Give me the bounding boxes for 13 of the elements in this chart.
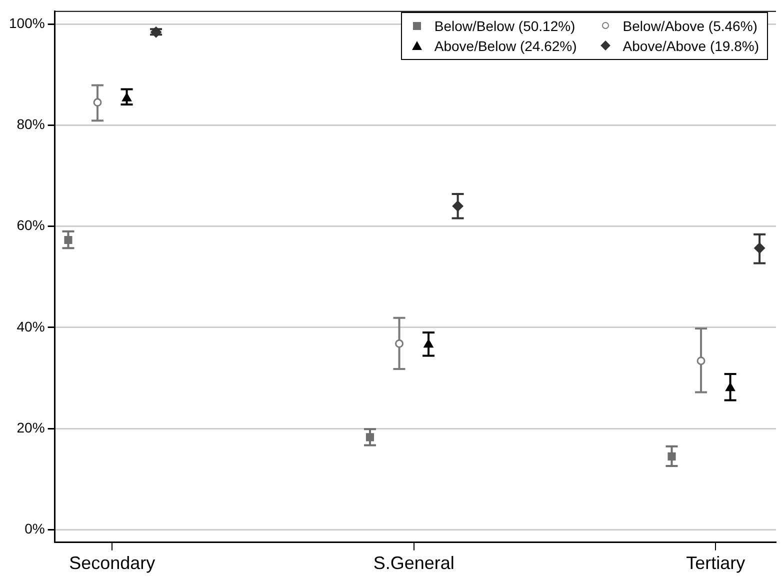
y-tick-label: 0% <box>24 520 45 537</box>
y-tick-label: 40% <box>16 318 45 334</box>
y-tick-label: 60% <box>16 217 45 234</box>
y-tick-label: 20% <box>16 419 45 436</box>
y-tick-label: 100% <box>8 14 45 31</box>
legend-label: Above/Below (24.62%) <box>434 38 577 54</box>
x-tick-label: Secondary <box>69 553 156 574</box>
legend-label: Below/Above (5.46%) <box>622 18 758 34</box>
x-tick-label: S.General <box>373 553 454 574</box>
legend-label: Above/Above (19.8%) <box>622 38 759 54</box>
legend-label: Below/Below (50.12%) <box>434 18 576 34</box>
x-tick-label: Tertiary <box>686 553 746 574</box>
y-tick-label: 80% <box>16 116 45 132</box>
